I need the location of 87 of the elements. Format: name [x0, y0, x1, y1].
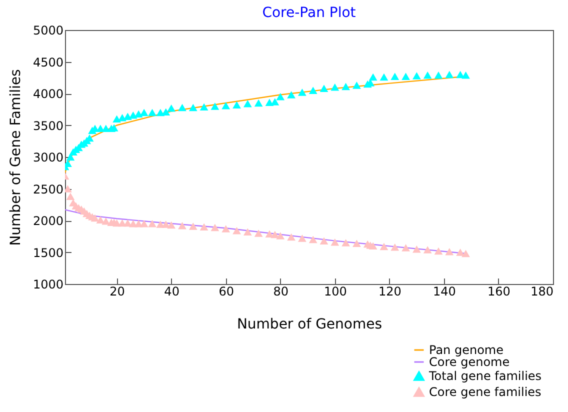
point [380, 242, 388, 250]
point [167, 221, 176, 229]
legend-label: Core gene families [429, 385, 542, 399]
point [308, 236, 318, 244]
point [148, 108, 156, 116]
point [330, 84, 340, 91]
point [352, 240, 361, 247]
point [254, 230, 263, 237]
point [342, 82, 350, 90]
x-tick-label: 100 [324, 284, 347, 298]
point [200, 103, 208, 110]
point [210, 224, 220, 232]
point [434, 247, 443, 255]
point [308, 86, 318, 94]
x-tick-label: 180 [530, 284, 554, 298]
point [298, 88, 306, 96]
point [380, 73, 388, 81]
point [140, 220, 148, 228]
x-axis-title: Number of Genomes [236, 316, 382, 332]
point [200, 223, 208, 230]
point [276, 232, 285, 240]
point [434, 71, 443, 79]
point [243, 228, 252, 236]
x-tick-label: 20 [110, 284, 125, 298]
x-tick-label: 80 [273, 284, 289, 298]
point [368, 242, 378, 250]
point [232, 227, 241, 234]
y-tick-label: 1500 [32, 246, 64, 260]
point [342, 239, 350, 246]
point [368, 73, 378, 81]
point [298, 234, 306, 242]
legend-label: Core genome [429, 355, 510, 369]
y-tick-label: 1000 [32, 278, 64, 292]
point [462, 71, 470, 79]
point [148, 220, 156, 228]
point [445, 70, 454, 78]
point [445, 248, 454, 256]
point [402, 72, 410, 80]
y-tick-label: 2500 [32, 182, 64, 196]
point [90, 214, 100, 222]
y-tick-label: 4000 [32, 87, 64, 101]
point [254, 99, 263, 107]
point [456, 248, 464, 256]
point [423, 246, 432, 254]
point [390, 244, 400, 251]
point [222, 102, 230, 110]
point [243, 100, 252, 108]
point [423, 71, 432, 79]
point [112, 115, 121, 123]
y-axis-title: Number of Gene Families [8, 69, 24, 246]
y-tick-label: 3500 [32, 118, 64, 133]
point [412, 72, 421, 80]
point [210, 102, 220, 110]
point [320, 237, 328, 244]
x-tick-label: 40 [164, 284, 180, 298]
y-tick-label: 2000 [32, 214, 64, 228]
point [276, 93, 285, 100]
point [124, 112, 132, 120]
point [66, 192, 75, 200]
point [178, 104, 186, 112]
y-tick-label: 5000 [32, 24, 64, 38]
point [118, 114, 126, 122]
point [188, 222, 198, 230]
point [320, 84, 328, 92]
point [178, 222, 186, 230]
x-tick-label: 60 [218, 284, 234, 298]
point [232, 101, 241, 109]
x-tick-label: 120 [378, 284, 402, 298]
legend-label: Total gene families [428, 369, 542, 383]
point [167, 104, 176, 112]
point [222, 225, 230, 232]
point [402, 244, 410, 252]
x-tick-label: 140 [432, 284, 456, 298]
point [265, 98, 274, 106]
point [390, 72, 400, 80]
point [287, 91, 296, 98]
y-tick-label: 4500 [32, 55, 64, 70]
point [330, 238, 340, 246]
point [287, 233, 296, 241]
point [352, 82, 361, 89]
x-tick-label: 160 [488, 284, 510, 298]
chart-title: Core-Pan Plot [262, 5, 356, 21]
y-tick-label: 3000 [32, 150, 64, 164]
legend-label: Pan genome [429, 343, 504, 357]
point [412, 245, 421, 253]
point [188, 104, 198, 112]
point [462, 250, 470, 258]
